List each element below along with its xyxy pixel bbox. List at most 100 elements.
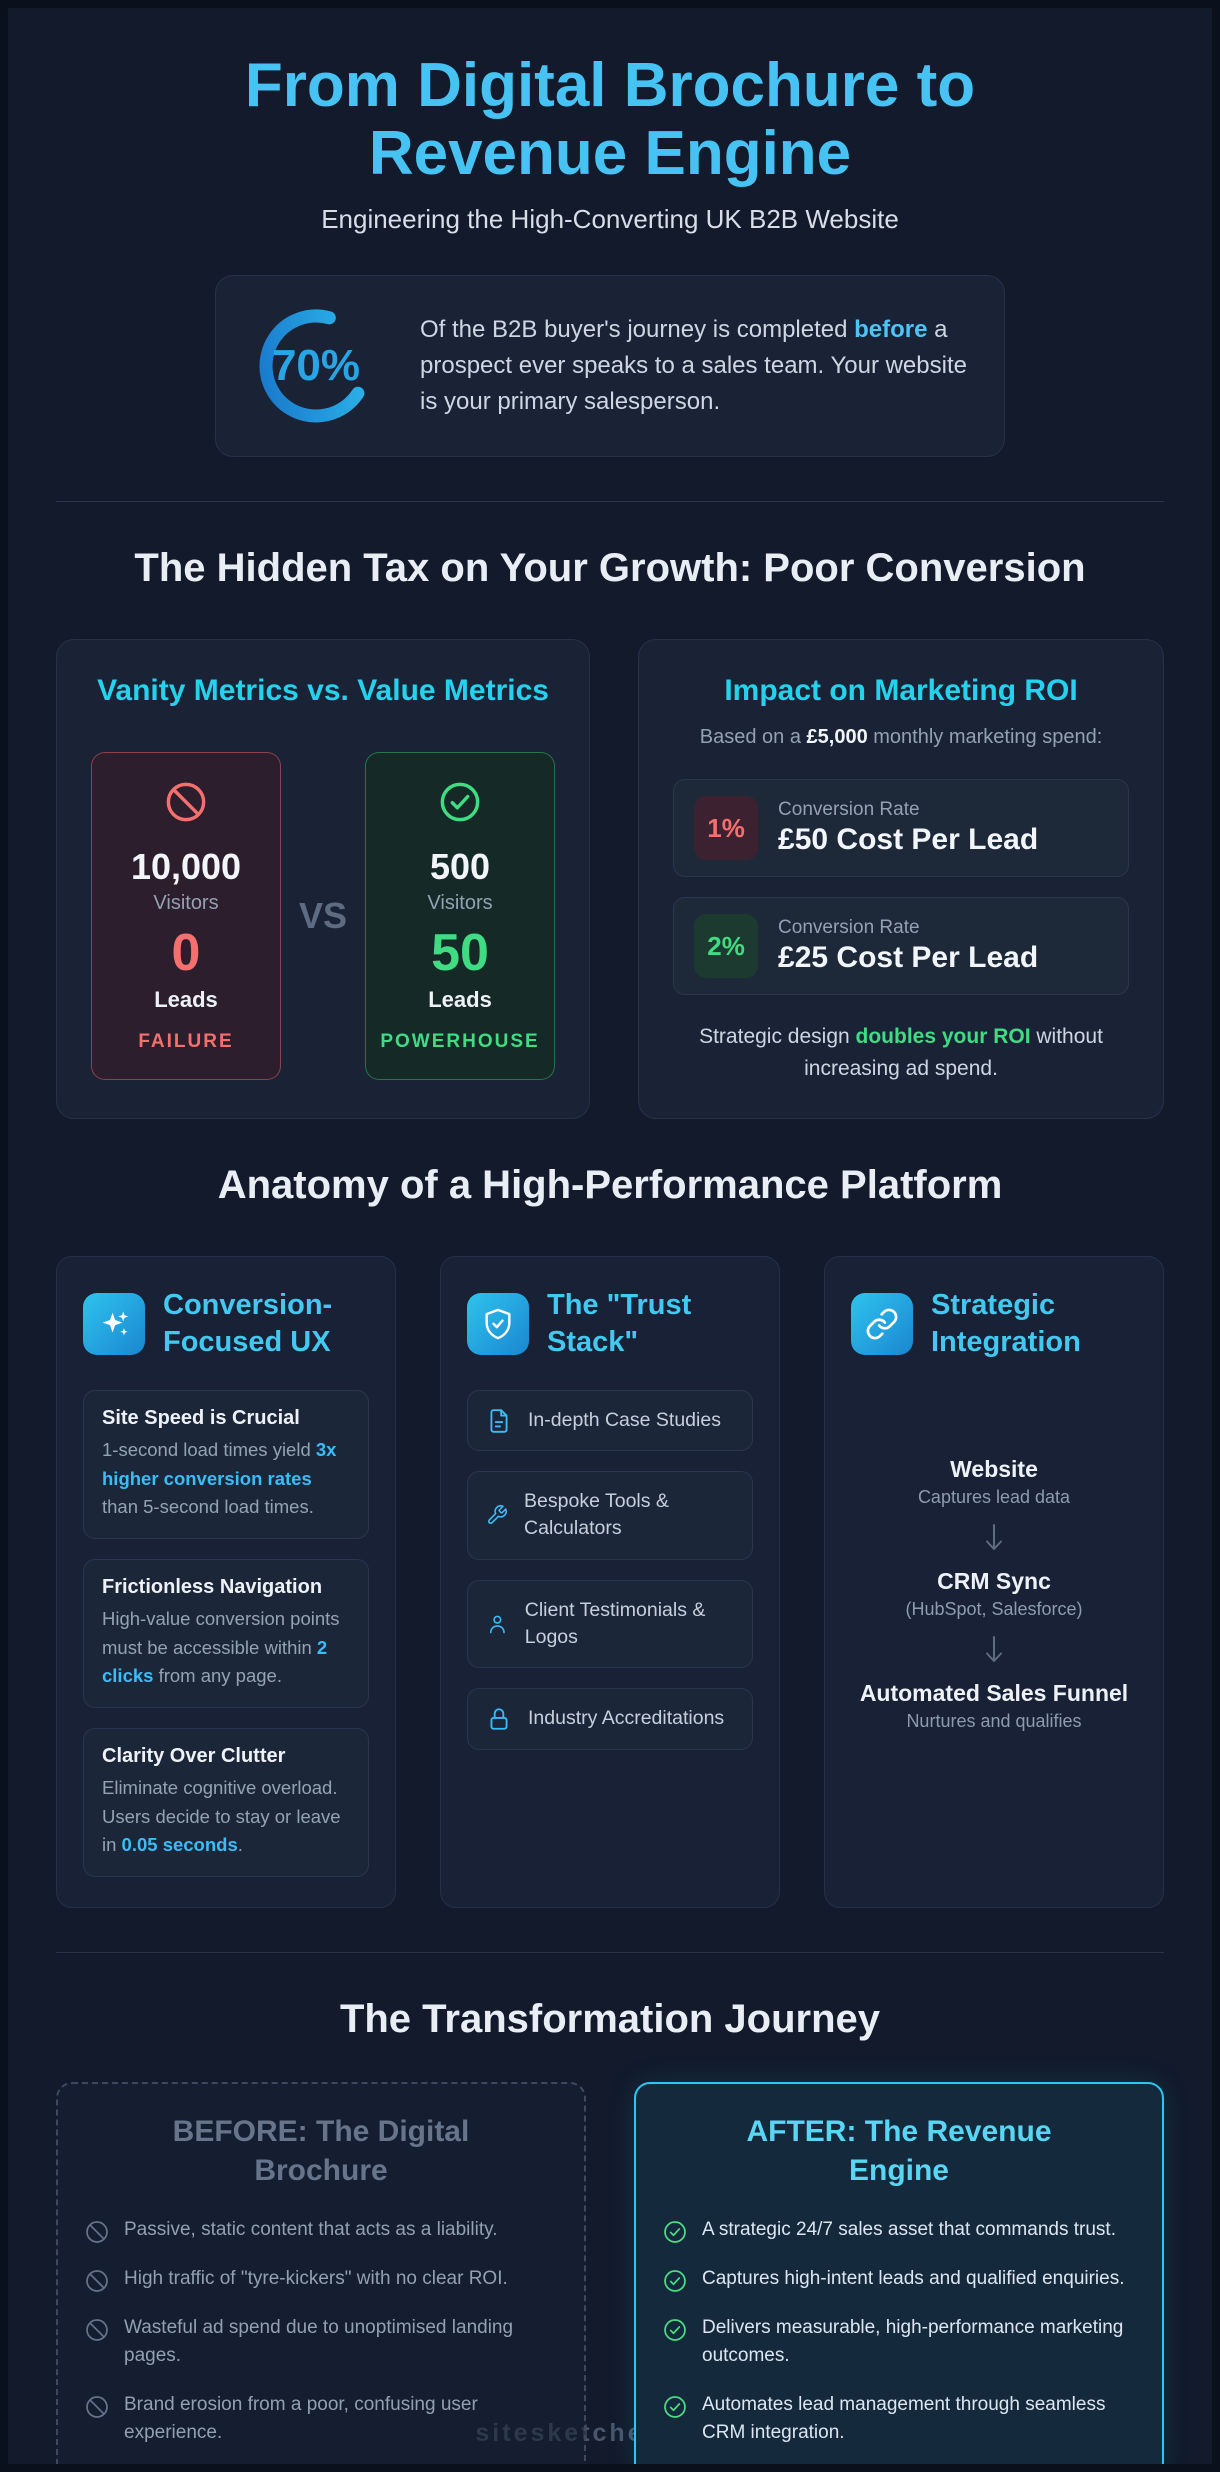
stat-card: 70% Of the B2B buyer's journey is comple… [215,275,1005,458]
roi-rate-badge-green: 2% [694,914,759,979]
ux-box-speed-pre: 1-second load times yield [102,1438,316,1460]
ux-box-navigation-body: High-value conversion points must be acc… [102,1605,350,1691]
powerhouse-badge: POWERHOUSE [380,1031,540,1053]
page-title-line1: From Digital Brochure to [244,51,976,120]
failure-metric-tile: 10,000 Visitors 0 Leads FAILURE [91,752,281,1081]
shield-check-icon [485,1308,511,1339]
ux-box-speed-bold: 3x higher conversion rates [102,1438,337,1489]
stat-value: 70% [271,341,361,391]
check-circle-icon [440,783,480,822]
trust-item-testimonials-label: Client Testimonials & Logos [524,1598,706,1649]
ux-card: Conversion-Focused UX Site Speed is Cruc… [56,1256,396,1908]
roi-subtitle-bold: £5,000 [806,726,868,749]
before-item-1-text: Passive, static content that acts as a l… [124,2218,498,2240]
integration-card-title: Strategic Integration [931,1289,1081,1358]
ux-box-clarity: Clarity Over Clutter Eliminate cognitive… [83,1727,369,1877]
arrow-down-icon [986,1523,1002,1550]
vs-label: VS [299,895,348,937]
roi-row-1-value: £50 Cost Per Lead [778,823,1039,857]
section-heading-hidden-tax: The Hidden Tax on Your Growth: Poor Conv… [134,546,1086,591]
powerhouse-visitors-label: Visitors [427,892,493,915]
roi-title: Impact on Marketing ROI [724,674,1078,708]
before-item-3: Wasteful ad spend due to unoptimised lan… [84,2314,558,2371]
before-card: BEFORE: The Digital Brochure Passive, st… [56,2081,586,2464]
before-item-2: High traffic of "tyre-kickers" with no c… [84,2265,558,2294]
ux-box-speed: Site Speed is Crucial 1-second load time… [83,1389,369,1539]
check-circle-icon [664,2221,686,2243]
powerhouse-leads-value: 50 [431,924,489,983]
powerhouse-visitors-value: 500 [429,846,491,888]
trust-icon-tile [467,1292,529,1355]
check-circle-icon [664,2319,686,2341]
roi-subtitle-post: monthly marketing spend: [867,726,1103,749]
page-subtitle: Engineering the High-Converting UK B2B W… [321,204,899,235]
arrow-down-icon [986,1635,1002,1662]
section-divider [56,501,1164,503]
ux-card-title: Conversion-Focused UX [163,1289,333,1358]
trust-item-accreditations: Industry Accreditations [467,1688,753,1750]
roi-note-pre: Strategic design [699,1025,856,1049]
page-title-line2: Revenue Engine [368,119,852,189]
failure-visitors-value: 10,000 [130,846,242,888]
roi-panel: Impact on Marketing ROI Based on a £5,00… [638,639,1164,1120]
ux-card-header: Conversion-Focused UX [83,1287,369,1360]
anatomy-grid: Conversion-Focused UX Site Speed is Cruc… [56,1256,1164,1908]
section-heading-journey: The Transformation Journey [339,1996,881,2041]
ux-box-speed-body: 1-second load times yield 3x higher conv… [102,1436,350,1522]
roi-row-2-value: £25 Cost Per Lead [778,941,1039,975]
stat-text-bold: before [854,316,928,344]
journey-grid: BEFORE: The Digital Brochure Passive, st… [56,2081,1164,2464]
trust-item-accreditations-label: Industry Accreditations [528,1707,725,1730]
metrics-comparison: 10,000 Visitors 0 Leads FAILURE VS 500 V… [91,752,556,1081]
flow-step-crm: CRM Sync (HubSpot, Salesforce) [851,1568,1137,1620]
flow-step-funnel-sub: Nurtures and qualifies [906,1710,1082,1731]
stat-text-post: a prospect ever speaks to a sales team. … [420,316,967,416]
roi-note: Strategic design doubles your ROI withou… [676,1021,1126,1084]
person-icon [489,1615,505,1634]
stat-text-pre: Of the B2B buyer's journey is completed [420,316,855,344]
after-item-1: A strategic 24/7 sales asset that comman… [662,2216,1136,2245]
ban-icon [86,2319,108,2341]
after-item-4-text: Automates lead management through seamle… [702,2393,1106,2444]
before-item-3-text: Wasteful ad spend due to unoptimised lan… [124,2316,514,2367]
flow-step-website: Website Captures lead data [851,1456,1137,1508]
ux-box-navigation-post: from any page. [153,1665,282,1687]
flow-step-website-title: Website [950,1455,1038,1482]
powerhouse-leads-label: Leads [428,987,492,1013]
hidden-tax-grid: Vanity Metrics vs. Value Metrics 10,000 … [56,639,1164,1120]
before-item-2-text: High traffic of "tyre-kickers" with no c… [124,2267,508,2289]
before-item-1: Passive, static content that acts as a l… [84,2216,558,2245]
lock-icon [490,1708,508,1730]
section-divider [56,1951,1164,1953]
ux-box-speed-title: Site Speed is Crucial [102,1406,300,1429]
roi-row-1-label: Conversion Rate [778,799,920,821]
failure-visitors-label: Visitors [153,892,219,915]
roi-row-2-text: Conversion Rate £25 Cost Per Lead [778,917,1038,975]
ban-icon [86,2396,108,2418]
flow-step-crm-sub: (HubSpot, Salesforce) [905,1598,1083,1619]
before-card-title: BEFORE: The Digital Brochure [172,2114,470,2187]
integration-flow: Website Captures lead data CRM Sync (Hub… [851,1456,1137,1732]
section-heading-anatomy: Anatomy of a High-Performance Platform [217,1163,1003,1208]
trust-card-header: The "Trust Stack" [467,1287,753,1360]
integration-icon-tile [851,1292,913,1355]
sparkles-icon [102,1311,129,1335]
flow-step-funnel-title: Automated Sales Funnel [859,1679,1129,1706]
ux-box-navigation: Frictionless Navigation High-value conve… [83,1558,369,1708]
roi-subtitle-pre: Based on a [699,726,807,749]
after-item-2: Captures high-intent leads and qualified… [662,2265,1136,2294]
ux-box-speed-post: than 5-second load times. [102,1496,314,1518]
roi-note-post: without increasing ad spend. [804,1025,1103,1080]
ban-icon [86,2270,108,2292]
after-item-4: Automates lead management through seamle… [662,2391,1136,2448]
trust-item-case-studies: In-depth Case Studies [467,1389,753,1452]
ux-box-clarity-bold: 0.05 seconds [121,1834,238,1856]
ux-box-clarity-post: . [237,1834,243,1856]
after-card-title: AFTER: The Revenue Engine [746,2114,1052,2187]
failure-badge: FAILURE [138,1031,234,1053]
ban-icon [86,2221,108,2243]
ux-box-navigation-bold: 2 clicks [102,1636,328,1687]
progress-ring-icon [259,309,373,423]
trust-item-tools: Bespoke Tools & Calculators [467,1471,753,1560]
